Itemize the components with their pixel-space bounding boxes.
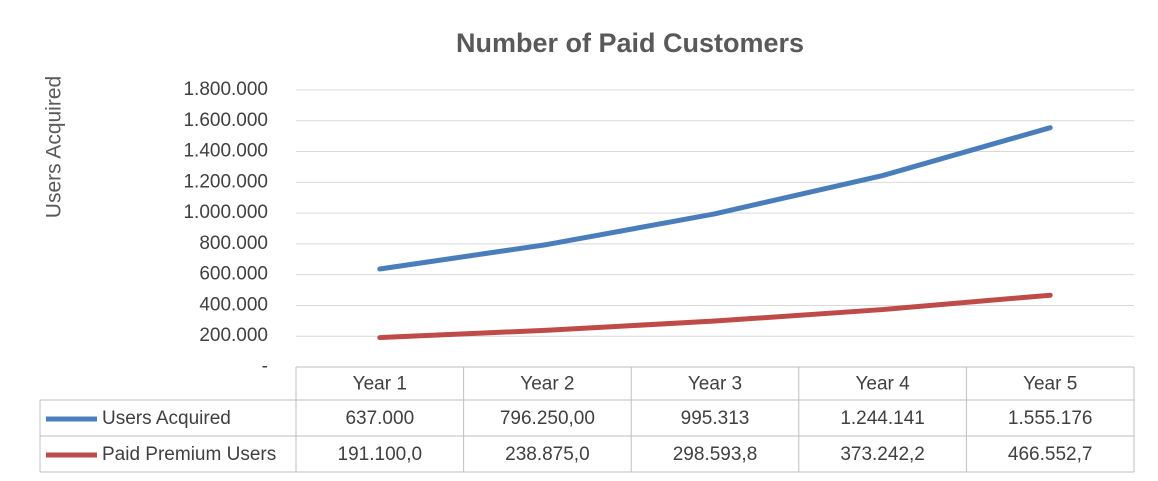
table-value: 191.100,0 <box>338 444 423 465</box>
legend-label: Users Acquired <box>102 408 231 429</box>
y-tick-label: 1.200.000 <box>183 171 268 192</box>
table-value: 637.000 <box>345 408 414 429</box>
y-axis-title: Users Acquired <box>43 76 66 218</box>
table-value: 466.552,7 <box>1008 444 1093 465</box>
y-tick-label: 600.000 <box>199 264 268 285</box>
y-tick-label: 400.000 <box>199 294 268 315</box>
table-value: 373.242,2 <box>840 444 925 465</box>
y-tick-label: 800.000 <box>199 233 268 254</box>
series-line <box>377 125 1053 272</box>
table-value: 1.244.141 <box>840 408 925 429</box>
x-tick-label: Year 1 <box>353 374 407 395</box>
legend-label: Paid Premium Users <box>102 444 276 465</box>
y-tick-label: 1.000.000 <box>183 202 268 223</box>
y-tick-label: 1.800.000 <box>183 79 268 100</box>
table-value: 298.593,8 <box>673 444 758 465</box>
y-tick-label: 200.000 <box>199 325 268 346</box>
x-tick-label: Year 4 <box>855 374 910 395</box>
x-tick-label: Year 5 <box>1023 374 1077 395</box>
table-value: 238.875,0 <box>505 444 590 465</box>
series-line <box>377 292 1053 341</box>
table-value: 995.313 <box>681 408 750 429</box>
y-tick-label: - <box>262 356 268 377</box>
table-value: 1.555.176 <box>1008 408 1093 429</box>
y-tick-label: 1.600.000 <box>183 110 268 131</box>
x-tick-label: Year 2 <box>520 374 574 395</box>
y-tick-label: 1.400.000 <box>183 141 268 162</box>
table-value: 796.250,00 <box>500 408 595 429</box>
chart-title: Number of Paid Customers <box>456 28 804 58</box>
x-tick-label: Year 3 <box>688 374 742 395</box>
